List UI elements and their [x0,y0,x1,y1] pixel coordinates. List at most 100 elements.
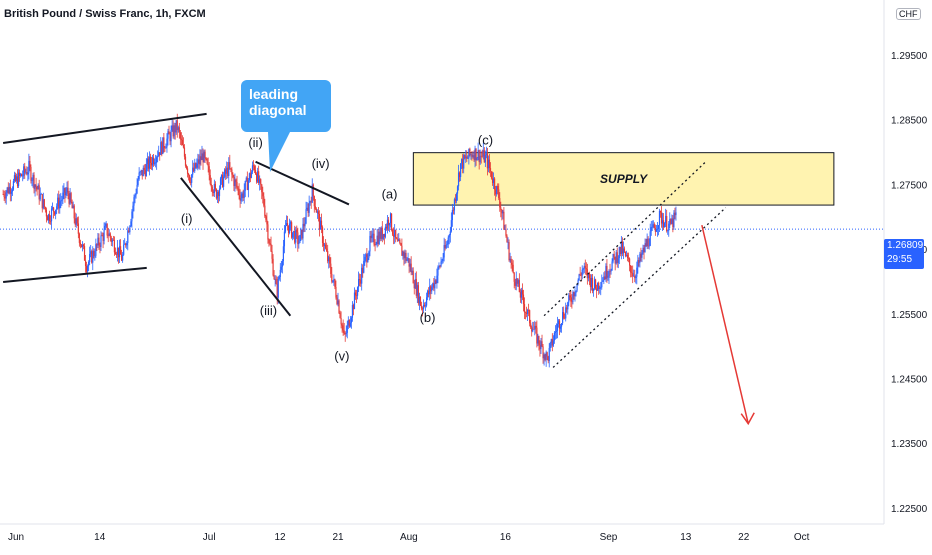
candle-body [227,167,229,176]
candle-body [386,219,389,229]
candle-body [333,279,335,281]
candle-body [56,206,58,210]
candle-body [75,218,77,225]
candle-body [356,287,359,296]
wave-label: (iii) [260,303,277,318]
candle-body [139,171,141,173]
candle-body [644,243,646,253]
candle-body [632,273,634,277]
candle-body [354,292,357,296]
candle-body [60,200,62,202]
candle-body [249,173,252,178]
candle-body [274,278,276,280]
candle-body [106,223,108,236]
candle-body [347,319,349,326]
candle-body [119,246,122,255]
candle-body [648,245,650,247]
candle-body [555,330,558,332]
trendline-channel-bottom [3,266,147,284]
candle-body [657,225,660,230]
candle-body [122,254,124,261]
candle-body [387,219,390,226]
candle-body [381,227,383,239]
candle-body [501,209,503,214]
candle-body [408,258,410,267]
candle-body [174,125,176,133]
candle-body [71,201,73,209]
candle-body [622,248,625,254]
candle-body [367,257,369,262]
candle-body [438,265,440,267]
candle-body [500,207,502,210]
candle-body [553,332,555,341]
candle-body [94,255,96,257]
currency-badge[interactable]: CHF [896,8,921,20]
candle-body [101,235,103,236]
candle-body [327,251,329,262]
candle-body [310,201,312,203]
candle-body [624,251,627,256]
candle-body [296,229,298,233]
candle-body [236,182,238,188]
candle-body [338,300,340,314]
y-tick-label: 1.22500 [891,504,928,515]
candle-body [469,148,471,155]
candle-body [495,189,497,195]
candle-body [439,265,441,267]
candle-body [11,189,13,192]
candle-body [35,184,37,187]
candle-body [85,266,88,272]
candle-body [449,231,451,236]
candle-body [9,186,11,194]
candle-body [253,166,256,171]
candle-body [318,213,321,230]
y-tick-label: 1.25500 [891,310,928,321]
y-tick-label: 1.23500 [891,439,928,450]
candle-body [436,275,438,284]
candle-body [30,166,32,181]
candle-body [466,156,468,159]
candle-body [363,260,365,273]
candle-body [292,232,294,238]
candle-body [160,142,162,155]
candle-body [273,275,275,280]
candle-body [232,174,234,178]
candle-body [481,156,483,157]
candle-body [185,165,188,169]
candle-body [58,197,60,209]
candle-body [496,186,498,195]
candle-body [290,222,292,224]
candle-body [346,325,348,333]
callout-line-1: leading [249,86,299,102]
candle-body [590,277,593,288]
candle-body [239,195,241,201]
candle-body [8,186,10,194]
candle-body [596,288,598,291]
candle-body [675,212,677,216]
candle-body [177,127,179,131]
candle-body [76,218,78,224]
candle-body [218,188,221,197]
candle-body [332,280,334,282]
candle-body [521,290,524,295]
candle-body [509,258,511,261]
leading-diagonal-callout: leading diagonal [241,80,331,132]
candle-body [285,223,288,227]
candle-body [74,218,76,225]
candle-body [506,235,508,243]
candle-body [288,223,291,233]
candle-body [317,211,320,214]
candle-body [250,172,253,178]
candle-body [31,180,33,181]
candle-body [388,223,391,226]
x-tick-label: 21 [332,532,344,543]
x-tick-label: 14 [94,532,106,543]
candle-body [371,234,373,239]
candle-body [604,276,606,279]
candle-body [368,251,370,258]
projection-arrow-head [740,412,755,426]
candle-body [321,227,324,243]
x-tick-label: Oct [794,532,810,543]
